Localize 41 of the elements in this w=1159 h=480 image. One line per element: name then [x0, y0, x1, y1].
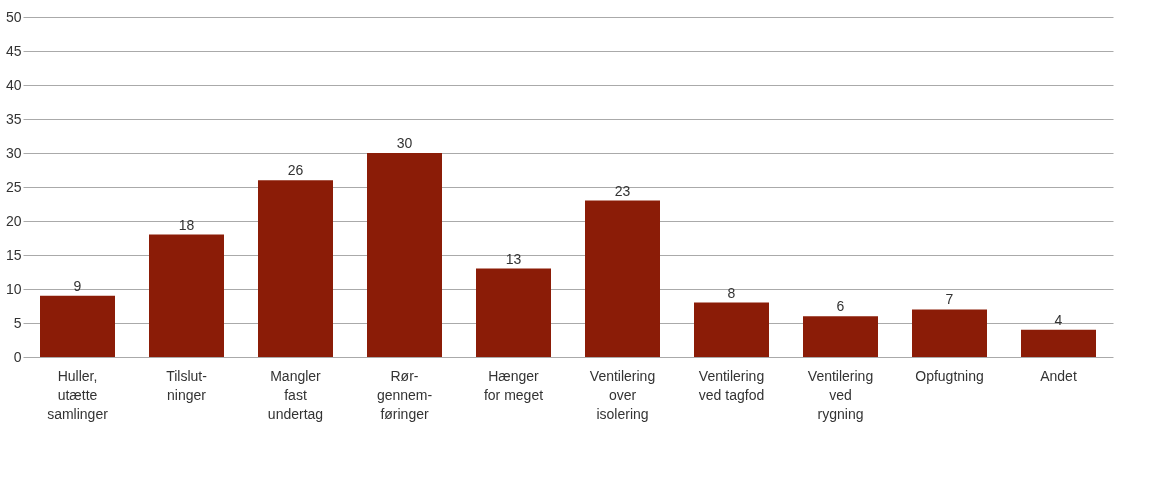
y-tick-label: 35 [5, 110, 22, 127]
bar [585, 200, 660, 357]
data-label: 18 [178, 216, 195, 233]
data-label: 6 [836, 298, 845, 315]
bar [912, 309, 987, 357]
y-tick-label: 0 [13, 348, 22, 365]
y-tick-label: 10 [5, 280, 22, 297]
y-tick-label: 45 [5, 42, 22, 59]
bar [367, 153, 442, 357]
x-tick-label: Opfugtning [915, 367, 984, 384]
x-tick-label: Hænger for meget [483, 367, 544, 403]
x-tick-label: Rør- gennem- føringer [376, 367, 433, 422]
bar [40, 295, 115, 357]
y-tick-label: 5 [13, 314, 22, 331]
x-tick-label: Ventilering ved rygning [807, 367, 874, 422]
y-tick-label: 30 [5, 144, 22, 161]
x-tick-label: Huller, utætte samlinger [47, 367, 109, 422]
data-label: 9 [73, 277, 82, 294]
data-label: 8 [727, 284, 736, 301]
bar [803, 316, 878, 357]
y-tick-label: 15 [5, 246, 22, 263]
y-tick-label: 50 [5, 8, 22, 25]
x-tick-label: Andet [1040, 367, 1077, 384]
data-label: 7 [945, 291, 954, 308]
y-tick-label: 20 [5, 212, 22, 229]
data-label: 4 [1054, 311, 1063, 328]
bar [258, 180, 333, 357]
data-label: 30 [396, 135, 413, 151]
data-label: 26 [287, 162, 304, 179]
y-tick-label: 40 [5, 76, 22, 93]
data-label: 23 [614, 182, 631, 199]
x-tick-label: Tilslut- ninger [166, 367, 208, 403]
x-tick-label: Ventilering over isolering [589, 367, 656, 422]
bar [1021, 329, 1096, 357]
x-tick-label: Mangler fast undertag [267, 367, 324, 422]
bar [476, 268, 551, 357]
x-tick-label: Ventilering ved tagfod [698, 367, 765, 403]
y-tick-label: 25 [5, 178, 22, 195]
bar [149, 234, 224, 357]
bar [694, 302, 769, 357]
data-label: 13 [505, 250, 522, 267]
